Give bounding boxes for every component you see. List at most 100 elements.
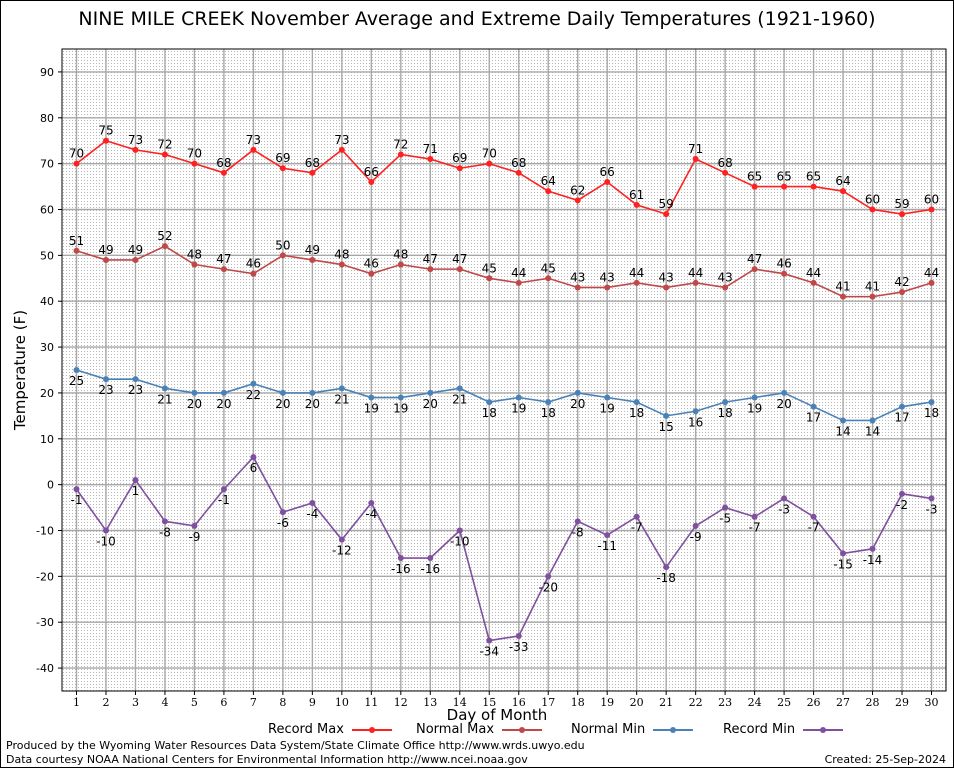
data-label: -3 xyxy=(778,502,790,516)
data-point xyxy=(663,284,670,291)
data-point xyxy=(397,555,404,562)
y-tick-label: 80 xyxy=(40,112,54,125)
plot-background xyxy=(62,49,946,691)
data-point xyxy=(102,256,109,263)
data-point xyxy=(869,545,876,552)
x-tick-label: 4 xyxy=(161,696,168,709)
data-label: 17 xyxy=(894,411,909,425)
series-line xyxy=(76,245,932,298)
data-label: -10 xyxy=(450,535,470,549)
data-point xyxy=(279,509,286,516)
data-label: 48 xyxy=(334,248,349,262)
data-point xyxy=(279,165,286,172)
data-point xyxy=(692,408,699,415)
data-point xyxy=(397,151,404,158)
data-label: 66 xyxy=(600,165,615,179)
data-point xyxy=(899,289,906,296)
x-tick-label: 13 xyxy=(423,696,437,709)
data-point xyxy=(73,367,80,373)
data-label: 18 xyxy=(629,406,644,420)
data-point xyxy=(869,293,876,300)
x-tick-label: 12 xyxy=(394,696,408,709)
x-tick-label: 8 xyxy=(279,696,286,709)
data-point xyxy=(220,266,227,273)
x-tick-label: 5 xyxy=(191,696,198,709)
footer-produced-by: Produced by the Wyoming Water Resources … xyxy=(6,739,585,752)
data-label: -20 xyxy=(538,580,558,594)
data-label: 44 xyxy=(629,266,644,280)
x-tick-label: 26 xyxy=(807,696,821,709)
data-point xyxy=(751,183,758,190)
data-label: -8 xyxy=(159,525,171,539)
data-label: 25 xyxy=(69,374,84,388)
data-point xyxy=(633,279,640,286)
data-point xyxy=(220,486,227,493)
legend-swatch xyxy=(502,726,543,733)
data-point xyxy=(574,389,581,396)
data-point xyxy=(574,284,581,291)
data-point xyxy=(427,156,434,163)
data-label: 44 xyxy=(688,266,703,280)
data-point xyxy=(899,403,906,410)
legend-swatch xyxy=(653,726,694,733)
legend-record-max: Record Max xyxy=(268,722,393,737)
data-point xyxy=(663,564,670,571)
series-group xyxy=(73,137,935,644)
x-tick-label: 30 xyxy=(925,696,939,709)
data-label: -16 xyxy=(391,562,411,576)
data-label: 19 xyxy=(364,402,379,416)
data-point xyxy=(309,389,316,396)
data-point xyxy=(368,499,375,506)
data-label: 73 xyxy=(128,133,143,147)
data-point xyxy=(840,550,847,557)
legend-label: Normal Min xyxy=(571,722,646,737)
x-tick-label: 18 xyxy=(571,696,585,709)
data-point xyxy=(751,394,758,401)
x-tick-label: 9 xyxy=(309,696,316,709)
legend-normal-max: Normal Max xyxy=(416,722,543,737)
data-label: 20 xyxy=(423,397,438,411)
y-tick-label: 30 xyxy=(40,341,54,354)
x-tick-label: 2 xyxy=(102,696,109,709)
data-point xyxy=(338,261,345,268)
data-label: 48 xyxy=(187,248,202,262)
data-point xyxy=(604,394,611,401)
data-point xyxy=(751,513,758,520)
footer-data-courtesy: Data courtesy NOAA National Centers for … xyxy=(6,753,528,766)
footer-created-date: Created: 25-Sep-2024 xyxy=(824,753,946,766)
data-label: 70 xyxy=(187,147,202,161)
data-label: 21 xyxy=(157,392,172,406)
data-label: 68 xyxy=(717,156,732,170)
data-label: 75 xyxy=(98,124,113,138)
x-tick-label: 20 xyxy=(630,696,644,709)
data-point xyxy=(574,518,581,525)
data-label: 50 xyxy=(275,238,290,252)
plot-border xyxy=(61,48,947,692)
data-point xyxy=(810,403,817,410)
data-label: 42 xyxy=(894,275,909,289)
data-label: 20 xyxy=(570,397,585,411)
y-tick-label: 90 xyxy=(40,66,54,79)
data-label: 60 xyxy=(924,193,939,207)
data-point xyxy=(722,284,729,291)
data-point xyxy=(722,169,729,176)
legend-label: Record Max xyxy=(268,722,344,737)
data-point xyxy=(250,454,257,461)
data-label: 18 xyxy=(717,406,732,420)
data-label: 20 xyxy=(776,397,791,411)
data-point xyxy=(191,522,198,529)
data-point xyxy=(456,165,463,172)
data-point xyxy=(132,376,139,383)
data-label: 68 xyxy=(511,156,526,170)
x-tick-label: 11 xyxy=(364,696,378,709)
y-tick-label: 60 xyxy=(40,204,54,217)
data-label: -4 xyxy=(306,507,318,521)
data-point xyxy=(781,389,788,396)
data-label: 71 xyxy=(423,142,438,156)
y-tick-label: 20 xyxy=(40,387,54,400)
series-line xyxy=(76,139,932,216)
x-tick-label: 17 xyxy=(541,696,555,709)
data-label: 47 xyxy=(423,252,438,266)
data-label: 52 xyxy=(157,229,172,243)
